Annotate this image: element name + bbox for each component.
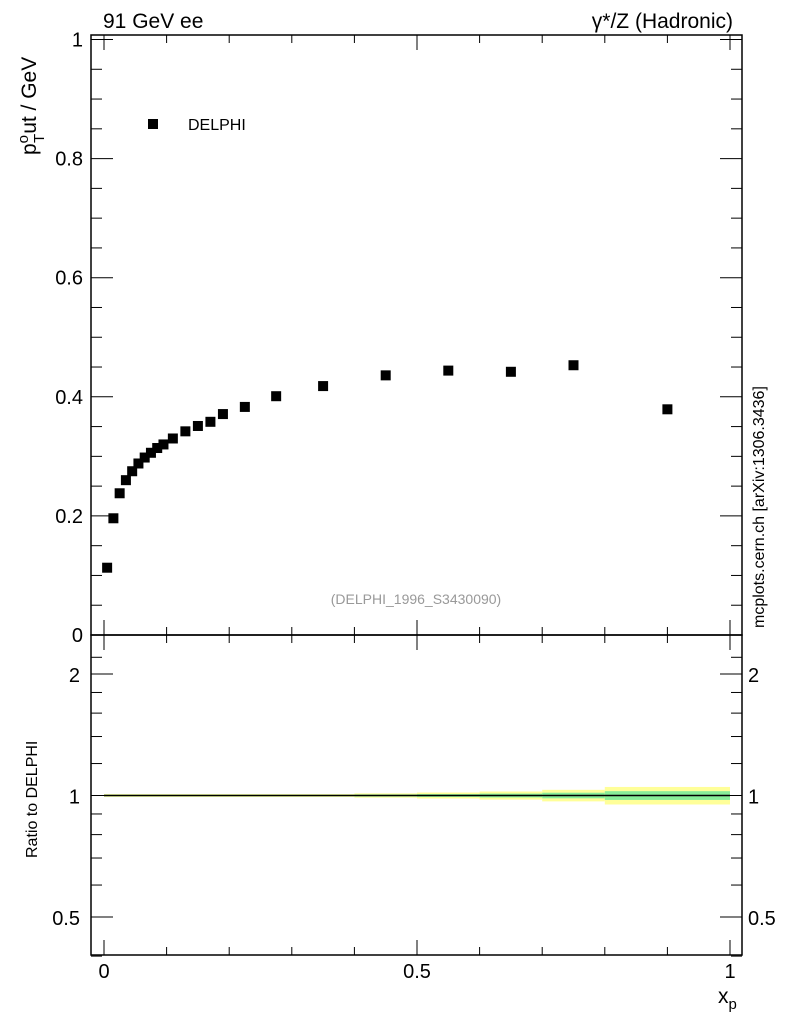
data-point — [108, 513, 119, 524]
main-ylabel: poTut / GeV — [15, 57, 48, 155]
legend-label: DELPHI — [188, 117, 246, 134]
xlabel-sub: p — [729, 996, 737, 1013]
side-label: mcplots.cern.ch [arXiv:1306.3436] — [751, 386, 768, 628]
svg-text:poTut / GeV: poTut / GeV — [15, 57, 48, 155]
ylabel-sub: T — [31, 134, 48, 143]
ratio-ytick-label-left: 2 — [69, 665, 80, 687]
main-ytick-label: 0.6 — [55, 268, 83, 290]
data-point — [127, 466, 138, 477]
ylabel-rest: ut / GeV — [18, 57, 41, 134]
data-point — [167, 433, 178, 444]
xtick-label: 1 — [724, 961, 735, 983]
ratio-ytick-label-right: 0.5 — [748, 908, 776, 930]
data-point — [505, 366, 516, 377]
data-point — [180, 426, 191, 437]
data-point — [133, 458, 144, 469]
ratio-axis-ticks: 0.5 0.5 1 1 2 2 0 0.5 1 — [52, 635, 776, 983]
data-point — [271, 391, 282, 402]
data-point — [380, 370, 391, 381]
xtick-label: 0 — [98, 961, 109, 983]
data-point — [145, 447, 156, 458]
data-point — [152, 443, 163, 454]
xlabel-main: x — [718, 985, 729, 1008]
data-point — [443, 365, 454, 376]
ylabel-main: p — [18, 143, 41, 155]
main-ytick-label: 0.2 — [55, 506, 83, 528]
ratio-ytick-label-right: 2 — [748, 665, 759, 687]
ratio-ytick-label-left: 1 — [69, 787, 80, 809]
main-ytick-label: 0 — [72, 625, 83, 647]
data-point — [139, 452, 150, 463]
data-point — [158, 439, 169, 450]
data-point — [192, 420, 203, 431]
main-ytick-label: 0.4 — [55, 387, 83, 409]
ratio-ytick-label-left: 0.5 — [52, 908, 80, 930]
data-point — [239, 401, 250, 412]
ratio-frame — [90, 634, 743, 956]
ratio-ylabel: Ratio to DELPHI — [24, 741, 41, 858]
ratio-ytick-label-right: 1 — [748, 787, 759, 809]
data-point — [217, 409, 228, 420]
xtick-label: 0.5 — [403, 961, 431, 983]
xlabel: xp — [718, 985, 737, 1013]
ylabel-sup: o — [15, 135, 32, 143]
data-points — [102, 360, 673, 573]
title-right: γ*/Z (Hadronic) — [592, 10, 733, 33]
legend: DELPHI — [148, 117, 246, 134]
title-left: 91 GeV ee — [103, 10, 203, 33]
data-point — [318, 381, 329, 392]
data-point — [102, 562, 113, 573]
main-ytick-label: 0.8 — [55, 149, 83, 171]
main-ytick-label: 1 — [72, 30, 83, 52]
main-axis-ticks: 0 0.2 0.4 0.6 0.8 1 — [55, 30, 742, 647]
legend-marker — [148, 119, 158, 129]
data-point — [114, 488, 125, 499]
data-point — [662, 404, 673, 415]
data-point — [120, 475, 131, 486]
data-point — [205, 416, 216, 427]
analysis-annotation: (DELPHI_1996_S3430090) — [331, 591, 501, 607]
data-point — [568, 360, 579, 371]
